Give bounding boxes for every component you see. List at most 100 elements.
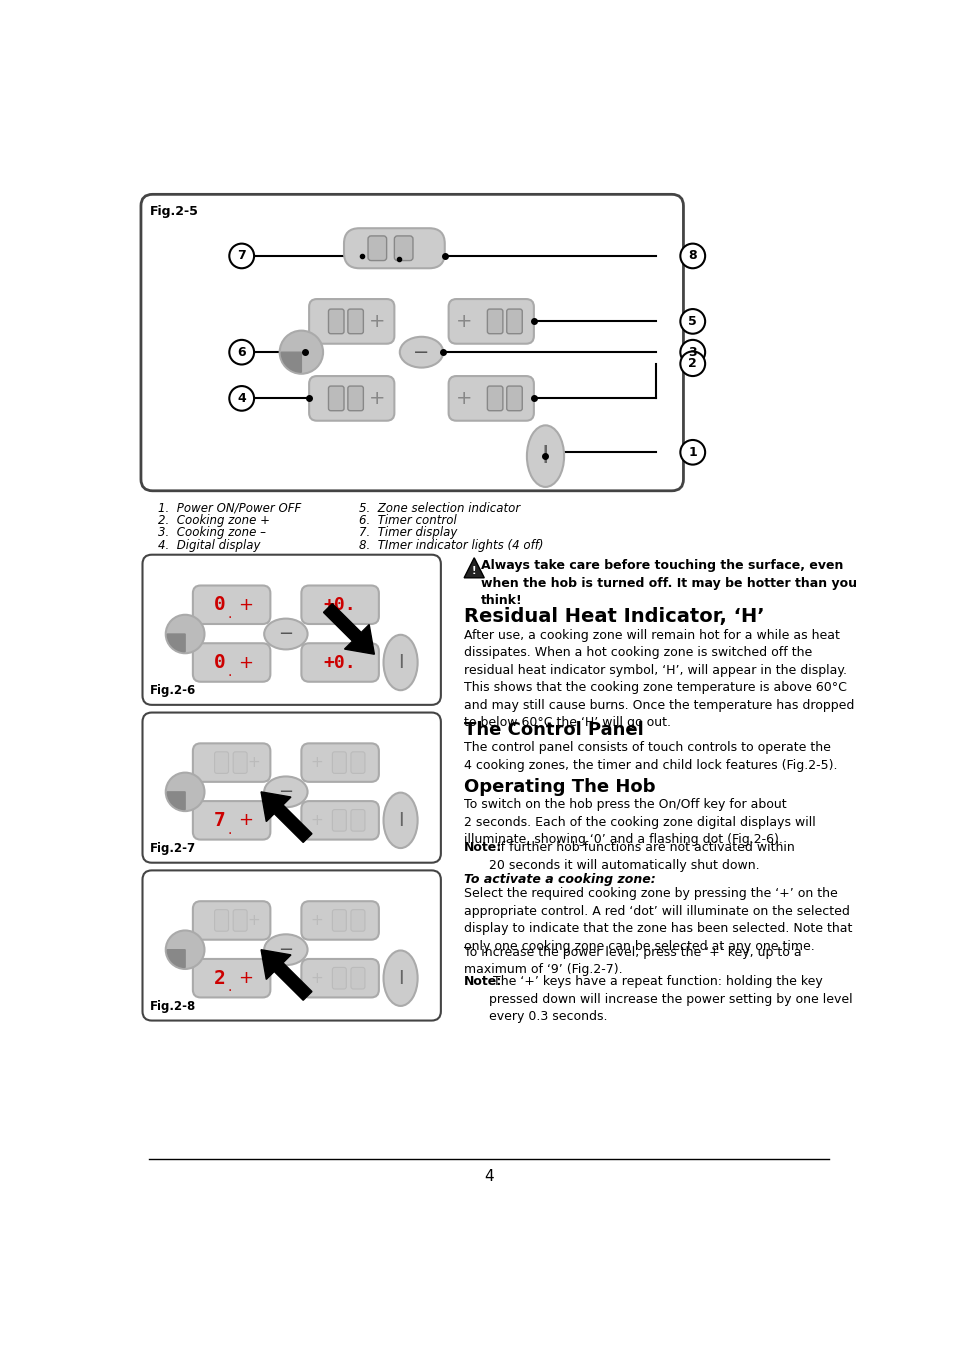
Ellipse shape (166, 772, 204, 811)
FancyBboxPatch shape (193, 643, 270, 682)
FancyBboxPatch shape (351, 910, 365, 932)
Text: 2: 2 (688, 358, 697, 370)
Text: If further hob functions are not activated within
20 seconds it will automatical: If further hob functions are not activat… (488, 841, 794, 872)
FancyBboxPatch shape (193, 801, 270, 840)
Text: To activate a cooking zone:: To activate a cooking zone: (464, 873, 656, 887)
FancyBboxPatch shape (214, 752, 229, 774)
Text: !: ! (472, 566, 476, 576)
Text: .: . (228, 822, 232, 837)
Text: 8.  TImer indicator lights (4 off): 8. TImer indicator lights (4 off) (359, 539, 543, 552)
FancyBboxPatch shape (448, 377, 534, 421)
Text: To increase the power level, press the ‘+’ key, up to a
maximum of ‘9’ (Fig.2-7): To increase the power level, press the ‘… (464, 946, 801, 976)
FancyBboxPatch shape (233, 752, 247, 774)
Polygon shape (167, 792, 185, 810)
Text: The Control Panel: The Control Panel (464, 721, 643, 738)
FancyBboxPatch shape (332, 810, 346, 832)
Text: 7: 7 (213, 811, 226, 830)
Text: 3: 3 (688, 346, 697, 359)
FancyBboxPatch shape (344, 228, 444, 269)
FancyBboxPatch shape (348, 386, 363, 410)
Text: .: . (228, 664, 232, 679)
Text: Always take care before touching the surface, even
when the hob is turned off. I: Always take care before touching the sur… (480, 559, 857, 608)
Text: 3.  Cooking zone –: 3. Cooking zone – (158, 526, 266, 539)
Text: +: + (310, 813, 323, 828)
Ellipse shape (166, 930, 204, 969)
Text: Fig.2-5: Fig.2-5 (150, 205, 199, 219)
Polygon shape (167, 634, 185, 652)
Circle shape (229, 386, 253, 410)
Ellipse shape (166, 614, 204, 653)
FancyBboxPatch shape (351, 810, 365, 832)
FancyBboxPatch shape (214, 910, 229, 932)
Polygon shape (281, 352, 301, 373)
Text: +: + (369, 389, 385, 408)
Text: I: I (397, 811, 403, 830)
Text: 5: 5 (688, 315, 697, 328)
Text: 6.  Timer control: 6. Timer control (359, 514, 456, 526)
Text: 7: 7 (237, 250, 246, 262)
Text: 5.  Zone selection indicator: 5. Zone selection indicator (359, 502, 520, 514)
Text: −: − (413, 343, 429, 362)
Text: +: + (369, 312, 385, 331)
FancyBboxPatch shape (328, 386, 344, 410)
FancyBboxPatch shape (487, 386, 502, 410)
Text: 1.  Power ON/Power OFF: 1. Power ON/Power OFF (158, 502, 301, 514)
Circle shape (229, 243, 253, 269)
FancyBboxPatch shape (332, 968, 346, 990)
FancyBboxPatch shape (301, 801, 378, 840)
FancyBboxPatch shape (368, 236, 386, 261)
Text: .: . (228, 980, 232, 995)
FancyBboxPatch shape (301, 902, 378, 940)
FancyBboxPatch shape (448, 300, 534, 344)
Text: +: + (238, 969, 253, 987)
Ellipse shape (399, 336, 443, 367)
FancyBboxPatch shape (309, 377, 394, 421)
Text: 2: 2 (213, 969, 226, 988)
FancyBboxPatch shape (301, 744, 378, 782)
Ellipse shape (264, 934, 307, 965)
Text: 0: 0 (213, 595, 226, 614)
FancyBboxPatch shape (301, 643, 378, 682)
Text: After use, a cooking zone will remain hot for a while as heat
dissipates. When a: After use, a cooking zone will remain ho… (464, 629, 854, 729)
Text: +: + (247, 755, 259, 770)
Text: +: + (310, 971, 323, 986)
Text: The ‘+’ keys have a repeat function: holding the key
pressed down will increase : The ‘+’ keys have a repeat function: hol… (488, 975, 852, 1023)
FancyBboxPatch shape (193, 586, 270, 624)
FancyBboxPatch shape (193, 902, 270, 940)
Text: .: . (228, 608, 232, 621)
Text: I: I (397, 969, 403, 988)
Text: +: + (238, 811, 253, 829)
Circle shape (679, 243, 704, 269)
Text: Select the required cooking zone by pressing the ‘+’ on the
appropriate control.: Select the required cooking zone by pres… (464, 887, 852, 953)
Text: +: + (456, 389, 472, 408)
FancyArrow shape (261, 792, 312, 842)
Text: Note:: Note: (464, 841, 502, 855)
Text: +: + (238, 595, 253, 614)
Text: +: + (310, 913, 323, 927)
FancyBboxPatch shape (141, 194, 682, 491)
FancyBboxPatch shape (394, 236, 413, 261)
Text: 4: 4 (237, 392, 246, 405)
Text: 0: 0 (213, 653, 226, 672)
FancyBboxPatch shape (332, 752, 346, 774)
Text: I: I (541, 444, 549, 468)
Text: Fig.2-6: Fig.2-6 (150, 684, 196, 697)
Text: 2.  Cooking zone +: 2. Cooking zone + (158, 514, 270, 526)
Text: 4.  Digital display: 4. Digital display (158, 539, 260, 552)
Text: 8: 8 (688, 250, 697, 262)
Text: To switch on the hob press the On/Off key for about
2 seconds. Each of the cooki: To switch on the hob press the On/Off ke… (464, 798, 815, 846)
Ellipse shape (383, 792, 417, 848)
Text: −: − (278, 625, 294, 643)
FancyBboxPatch shape (301, 586, 378, 624)
Ellipse shape (264, 618, 307, 649)
Text: 4: 4 (483, 1169, 494, 1184)
Ellipse shape (383, 634, 417, 690)
Text: Note:: Note: (464, 975, 502, 988)
Circle shape (679, 309, 704, 333)
Circle shape (679, 340, 704, 364)
Text: 1: 1 (688, 446, 697, 459)
Text: −: − (278, 941, 294, 958)
FancyArrow shape (323, 603, 374, 655)
FancyBboxPatch shape (233, 910, 247, 932)
FancyBboxPatch shape (332, 910, 346, 932)
